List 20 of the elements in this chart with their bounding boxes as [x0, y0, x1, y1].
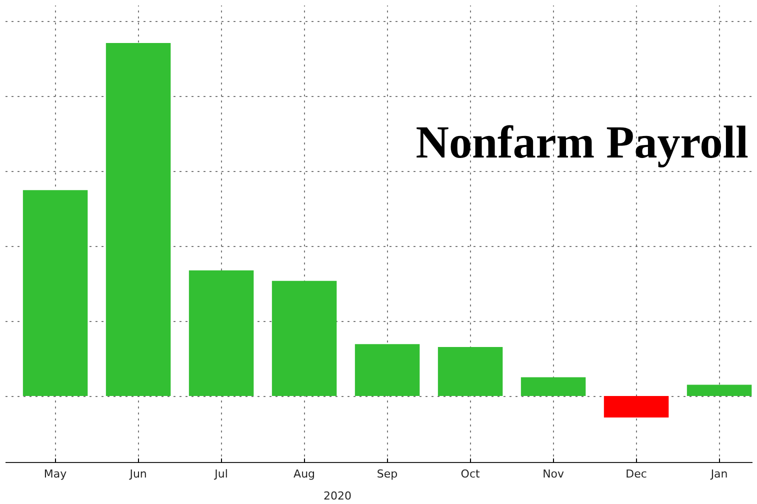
text: 2020	[324, 490, 352, 502]
x-tick-label: Jan	[710, 468, 728, 480]
bar	[520, 377, 586, 396]
bar	[22, 190, 88, 396]
bar	[272, 280, 337, 396]
bar	[188, 270, 254, 396]
bar	[604, 396, 669, 418]
x-tick-label: Sep	[376, 468, 398, 480]
x-tick-label: Jun	[128, 468, 147, 480]
x-tick-label: Jul	[214, 468, 228, 480]
x-tick-label: Nov	[542, 468, 565, 480]
bar	[686, 384, 752, 396]
bar	[438, 346, 503, 396]
x-tick-label: May	[44, 468, 68, 480]
bar	[106, 42, 171, 396]
x-tick-label: Aug	[294, 468, 316, 480]
x-tick-label: Oct	[460, 468, 480, 480]
bar	[354, 344, 420, 396]
x-tick-label: Dec	[626, 468, 647, 480]
text: Nonfarm Payroll	[416, 116, 748, 168]
